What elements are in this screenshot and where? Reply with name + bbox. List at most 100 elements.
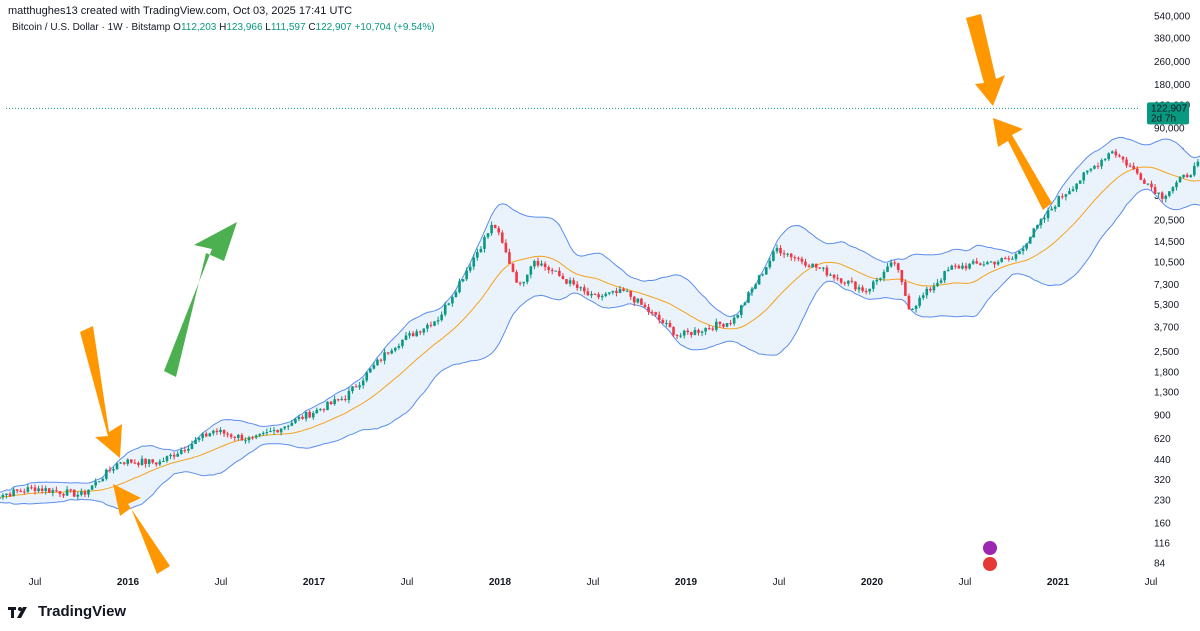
candle: [1178, 176, 1182, 183]
candle: [875, 277, 879, 285]
candle: [814, 263, 818, 271]
candle: [732, 314, 736, 326]
candle: [254, 434, 258, 440]
candle: [130, 459, 133, 464]
time-tick-label: 2018: [489, 577, 512, 588]
candle: [22, 488, 26, 495]
candle: [30, 484, 33, 490]
tradingview-logo: TradingView: [8, 603, 126, 620]
countdown-value: 2d 7h: [1151, 113, 1176, 124]
candle: [1196, 158, 1200, 168]
high-value: 123,966: [226, 22, 263, 33]
candle: [468, 263, 472, 273]
candle: [882, 269, 886, 282]
price-tick-label: 320: [1154, 475, 1171, 486]
candle: [322, 408, 326, 413]
price-tick-label: 230: [1154, 496, 1171, 507]
candle: [864, 288, 868, 295]
candle: [1096, 162, 1100, 170]
candle: [465, 267, 468, 281]
candle: [989, 260, 993, 263]
candle: [943, 270, 946, 284]
candle: [440, 311, 443, 322]
candle: [169, 453, 172, 460]
candle: [1125, 156, 1128, 168]
candle: [632, 295, 636, 306]
time-tick-label: 2019: [675, 577, 698, 588]
candle: [215, 428, 219, 435]
candle: [476, 248, 479, 261]
candle: [144, 458, 147, 468]
candle: [1068, 187, 1071, 195]
candle: [1053, 205, 1057, 212]
time-tick-label: Jul: [401, 577, 414, 588]
candle: [1075, 183, 1078, 193]
price-axis[interactable]: 540,000380,000260,000180,000130,00090,00…: [1154, 12, 1191, 570]
candle: [1089, 168, 1093, 173]
candle: [1021, 245, 1025, 255]
candle: [369, 367, 372, 373]
candle: [290, 420, 294, 427]
candle: [179, 447, 183, 455]
candle: [661, 318, 665, 324]
candle: [850, 277, 854, 284]
candle: [579, 286, 583, 291]
candle: [126, 458, 130, 467]
candle: [137, 461, 140, 468]
candle: [154, 462, 158, 467]
candle: [176, 451, 179, 457]
candle: [939, 277, 943, 284]
candle: [768, 257, 772, 270]
candle: [954, 263, 957, 270]
candle: [62, 493, 65, 499]
time-tick-label: 2017: [303, 577, 326, 588]
candle: [244, 437, 247, 444]
last-price-badge: 122,907 2d 7h: [1147, 102, 1189, 125]
time-tick-label: 2016: [117, 577, 140, 588]
time-tick-label: Jul: [1145, 577, 1158, 588]
time-tick-label: Jul: [959, 577, 972, 588]
candle: [782, 250, 786, 259]
attribution-text: matthughes13 created with TradingView.co…: [8, 5, 353, 17]
candle: [907, 293, 911, 310]
candle: [265, 428, 269, 436]
candle: [151, 459, 155, 465]
symbol-title: Bitcoin / U.S. Dollar · 1W · Bitstamp: [12, 22, 171, 33]
candle: [358, 381, 361, 390]
economic-event-icon[interactable]: [983, 557, 997, 571]
candle: [1135, 166, 1139, 176]
candle: [90, 484, 94, 491]
candle: [893, 260, 896, 267]
dividend-event-icon[interactable]: [983, 541, 997, 555]
price-tick-label: 84: [1154, 559, 1166, 570]
high-label: H: [219, 22, 227, 33]
candle: [26, 484, 30, 494]
candle: [889, 259, 893, 268]
brand-name: TradingView: [38, 603, 127, 620]
candle: [839, 278, 843, 285]
candle: [1061, 193, 1064, 200]
time-tick-label: Jul: [773, 577, 786, 588]
candle: [868, 288, 872, 295]
candle: [711, 326, 715, 332]
candle: [925, 286, 929, 299]
candle: [829, 272, 832, 276]
time-axis[interactable]: Jul 2016 Jul 2017 Jul 2018 Jul 2019 Jul 2020 Jul 20…: [29, 577, 1200, 588]
candle: [1050, 206, 1053, 211]
candle: [415, 329, 418, 337]
candle: [986, 260, 989, 265]
candle: [561, 273, 565, 280]
candle: [65, 486, 69, 496]
event-icons[interactable]: [983, 541, 997, 571]
candle: [593, 293, 597, 295]
candle: [572, 277, 575, 286]
price-tick-label: 160: [1154, 518, 1171, 529]
orange-arrow-2025-lower: [993, 118, 1052, 210]
candle: [486, 233, 490, 239]
candle: [108, 466, 112, 473]
candle: [672, 326, 675, 337]
time-tick-label: Jul: [29, 577, 42, 588]
candle: [693, 327, 697, 336]
candle: [386, 352, 390, 355]
